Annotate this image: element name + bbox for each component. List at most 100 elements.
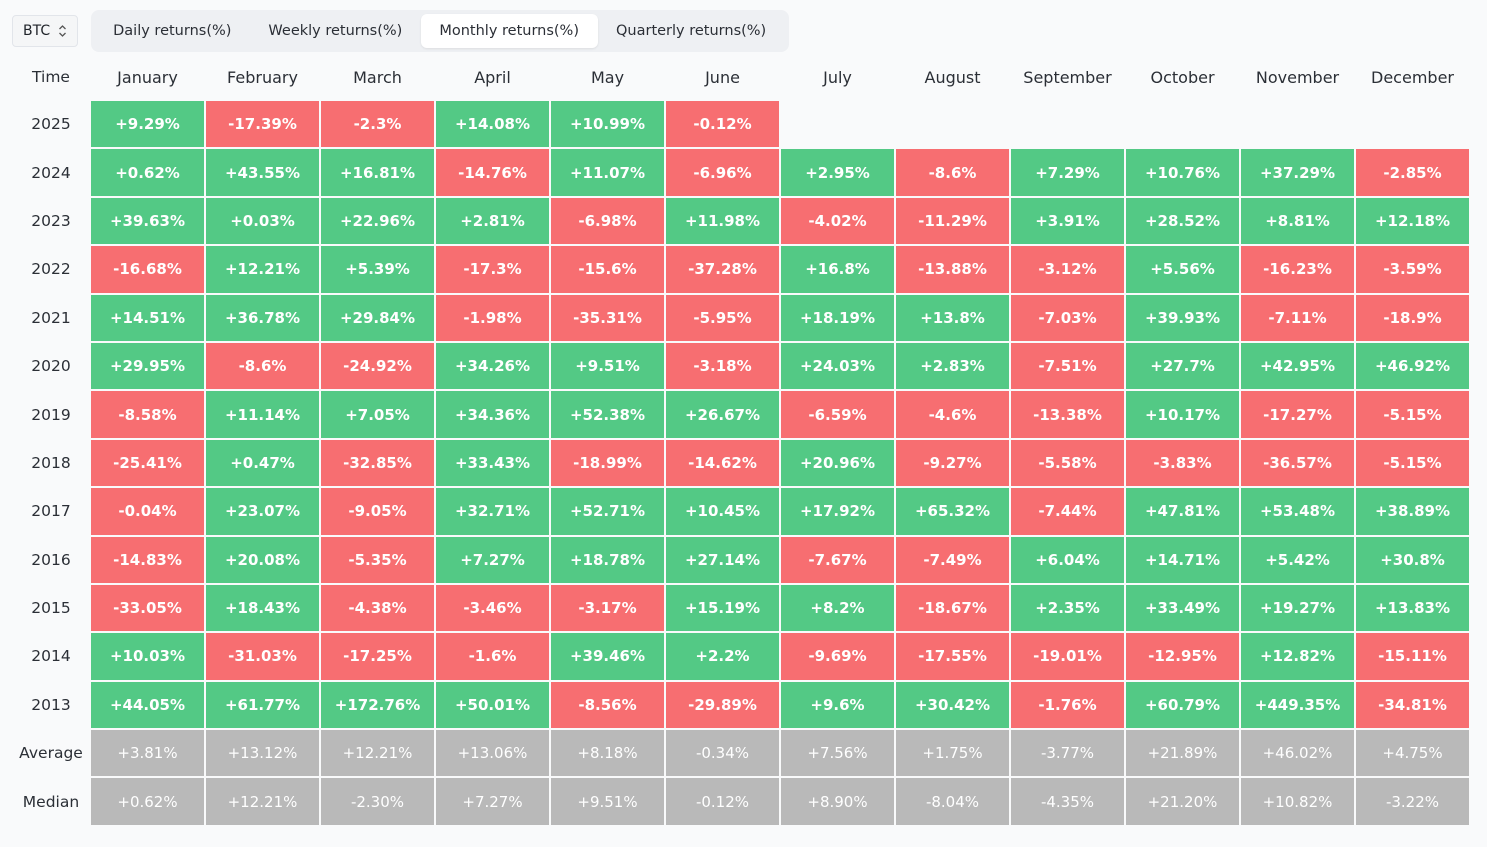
stat-row-median: Median +0.62% +12.21% -2.30% +7.27% +9.51% -0.… xyxy=(0,777,1470,825)
return-cell: +17.92% xyxy=(781,488,894,535)
return-cell: -8.6% xyxy=(896,149,1009,196)
year-row-2021: 2021 +14.51% +36.78% +29.84% -1.98% -35.31% -5… xyxy=(0,294,1470,342)
year-row-2016: 2016 -14.83% +20.08% -5.35% +7.27% +18.78% +27… xyxy=(0,536,1470,584)
return-cell: -5.15% xyxy=(1356,391,1469,438)
return-cell: +7.05% xyxy=(321,391,434,438)
stat-cell: +46.02% xyxy=(1241,730,1354,777)
tab-quarterly-returns[interactable]: Quarterly returns(%) xyxy=(616,23,767,39)
return-cell: +47.81% xyxy=(1126,488,1239,535)
return-cell: +10.45% xyxy=(666,488,779,535)
stat-cell: +13.06% xyxy=(436,730,549,777)
return-cell: -6.96% xyxy=(666,149,779,196)
return-cell: +0.47% xyxy=(206,439,319,487)
return-cell: +10.99% xyxy=(551,101,664,148)
return-cell: -7.51% xyxy=(1011,342,1124,390)
return-cell: +16.81% xyxy=(321,149,434,196)
stat-cell: +10.82% xyxy=(1241,778,1354,825)
year-label: 2019 xyxy=(31,405,71,424)
year-row-2014: 2014 +10.03% -31.03% -17.25% -1.6% +39.46% +2.… xyxy=(0,632,1470,680)
chevron-up-down-icon xyxy=(58,24,67,38)
return-cell: +2.95% xyxy=(781,149,894,196)
return-cell: +52.71% xyxy=(551,488,664,535)
toolbar: BTC Daily returns(%) Weekly returns(%) Mon… xyxy=(12,10,790,52)
return-cell: +53.48% xyxy=(1241,488,1354,535)
return-cell: +18.19% xyxy=(781,294,894,341)
return-cell: +36.78% xyxy=(206,294,319,341)
return-cell: -4.02% xyxy=(781,197,894,245)
month-header-july: July xyxy=(823,67,852,87)
tab-daily-returns[interactable]: Daily returns(%) xyxy=(113,23,232,39)
return-cell: +43.55% xyxy=(206,149,319,196)
year-label: 2021 xyxy=(31,308,71,327)
stat-cell: +12.21% xyxy=(321,730,434,777)
month-header-june: June xyxy=(705,67,740,87)
return-cell: -13.88% xyxy=(896,246,1009,293)
return-cell: -7.11% xyxy=(1241,294,1354,341)
asset-select-value: BTC xyxy=(23,23,51,39)
year-label: 2023 xyxy=(31,211,71,230)
return-cell: -17.55% xyxy=(896,633,1009,680)
return-cell: +9.6% xyxy=(781,681,894,729)
return-cell: +2.81% xyxy=(436,197,549,245)
return-cell: -25.41% xyxy=(91,439,204,487)
return-cell: +8.81% xyxy=(1241,197,1354,245)
tab-weekly-returns[interactable]: Weekly returns(%) xyxy=(268,23,403,39)
return-cell: -34.81% xyxy=(1356,681,1469,729)
return-cell: -7.44% xyxy=(1011,488,1124,535)
return-cell: +44.05% xyxy=(91,681,204,729)
return-cell: +50.01% xyxy=(436,681,549,729)
return-cell: +3.91% xyxy=(1011,197,1124,245)
return-cell: +10.03% xyxy=(91,633,204,680)
year-label: 2016 xyxy=(31,550,71,569)
return-cell: -9.69% xyxy=(781,633,894,680)
return-cell: -5.15% xyxy=(1356,439,1469,487)
return-cell: +12.21% xyxy=(206,246,319,293)
year-row-2024: 2024 +0.62% +43.55% +16.81% -14.76% +11.07% -6… xyxy=(0,148,1470,196)
month-header-december: December xyxy=(1371,67,1454,87)
stat-cell: +12.21% xyxy=(206,778,319,825)
return-cell: +22.96% xyxy=(321,197,434,245)
return-cell: -16.23% xyxy=(1241,246,1354,293)
return-cell xyxy=(896,101,1009,147)
stat-cell: +7.27% xyxy=(436,778,549,825)
year-label: 2018 xyxy=(31,453,71,472)
return-cell: +8.2% xyxy=(781,584,894,632)
return-cell: -14.62% xyxy=(666,439,779,487)
return-cell: +39.63% xyxy=(91,197,204,245)
return-cell: -15.11% xyxy=(1356,633,1469,680)
return-cell: +61.77% xyxy=(206,681,319,729)
return-cell: -8.56% xyxy=(551,681,664,729)
return-cell: -7.49% xyxy=(896,536,1009,583)
year-label: 2014 xyxy=(31,647,71,666)
return-cell: +30.42% xyxy=(896,681,1009,729)
return-cell: +20.08% xyxy=(206,536,319,583)
stat-label: Average xyxy=(19,744,83,763)
asset-select[interactable]: BTC xyxy=(12,15,79,47)
return-cell: +9.51% xyxy=(551,342,664,390)
return-cell: -37.28% xyxy=(666,246,779,293)
return-cell: +172.76% xyxy=(321,681,434,729)
return-cell: -19.01% xyxy=(1011,633,1124,680)
return-cell: +14.08% xyxy=(436,101,549,148)
stat-cell: -2.30% xyxy=(321,778,434,825)
stat-row-average: Average +3.81% +13.12% +12.21% +13.06% +8.18%… xyxy=(0,729,1470,777)
return-cell: +5.56% xyxy=(1126,246,1239,293)
return-cell: +32.71% xyxy=(436,488,549,535)
tab-monthly-returns[interactable]: Monthly returns(%) xyxy=(421,14,598,48)
return-cell: +30.8% xyxy=(1356,536,1469,583)
return-cell: +29.95% xyxy=(91,342,204,390)
return-cell: -1.6% xyxy=(436,633,549,680)
return-cell: +2.35% xyxy=(1011,584,1124,632)
stat-cell: +8.90% xyxy=(781,778,894,825)
stat-cell: +4.75% xyxy=(1356,730,1469,777)
return-cell: -13.38% xyxy=(1011,391,1124,438)
return-cell: +13.8% xyxy=(896,294,1009,341)
year-row-2015: 2015 -33.05% +18.43% -4.38% -3.46% -3.17% +15.… xyxy=(0,584,1470,632)
month-header-september: September xyxy=(1023,67,1112,87)
return-cell: +5.39% xyxy=(321,246,434,293)
return-cell: -17.3% xyxy=(436,246,549,293)
return-cell: -7.67% xyxy=(781,536,894,583)
return-cell: +14.51% xyxy=(91,294,204,341)
return-cell: +11.07% xyxy=(551,149,664,196)
return-cell: +65.32% xyxy=(896,488,1009,535)
